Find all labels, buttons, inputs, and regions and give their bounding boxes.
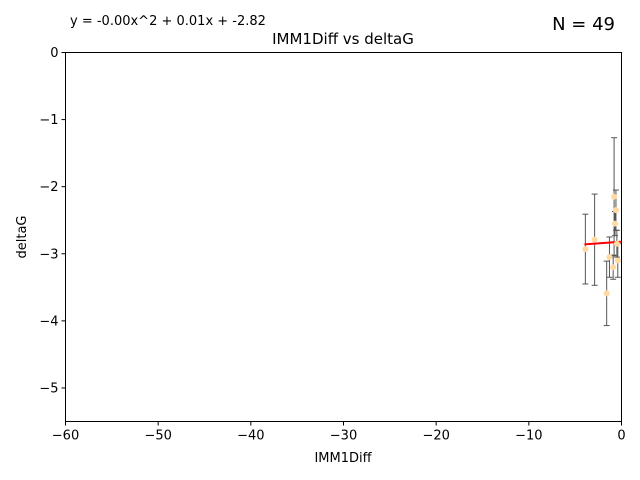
- y-tick-label: 0: [50, 46, 58, 61]
- data-point: [611, 193, 618, 200]
- data-point: [591, 236, 598, 243]
- x-tick-label: −50: [144, 429, 171, 444]
- data-point: [612, 207, 619, 214]
- y-tick-label: −2: [39, 180, 58, 195]
- x-tick-label: −10: [515, 429, 542, 444]
- chart-title: IMM1Diff vs deltaG: [272, 30, 414, 48]
- data-point: [582, 246, 589, 253]
- x-tick-label: −40: [237, 429, 264, 444]
- x-tick-label: −30: [330, 429, 357, 444]
- y-tick-label: −5: [39, 381, 58, 396]
- y-axis-label: deltaG: [15, 216, 30, 259]
- y-tick-label: −3: [39, 247, 58, 262]
- data-point: [610, 264, 617, 271]
- data-point: [613, 240, 620, 247]
- y-tick-label: −1: [39, 113, 58, 128]
- y-tick-label: −4: [39, 314, 58, 329]
- x-tick-label: −60: [52, 429, 79, 444]
- data-point: [603, 290, 610, 297]
- data-point: [614, 257, 621, 264]
- x-axis: −60 −50 −40 −30 −20 −10 0: [52, 421, 626, 444]
- plot-frame: [65, 52, 622, 422]
- x-tick-label: 0: [617, 429, 625, 444]
- plot-area: [582, 137, 622, 327]
- y-axis: 0 −1 −2 −3 −4 −5: [39, 46, 66, 396]
- fit-equation: y = -0.00x^2 + 0.01x + -2.82: [70, 14, 266, 29]
- x-tick-label: −20: [422, 429, 449, 444]
- data-point: [606, 254, 613, 261]
- data-point: [612, 220, 619, 227]
- x-axis-label: IMM1Diff: [314, 451, 372, 466]
- sample-count: N = 49: [552, 14, 615, 35]
